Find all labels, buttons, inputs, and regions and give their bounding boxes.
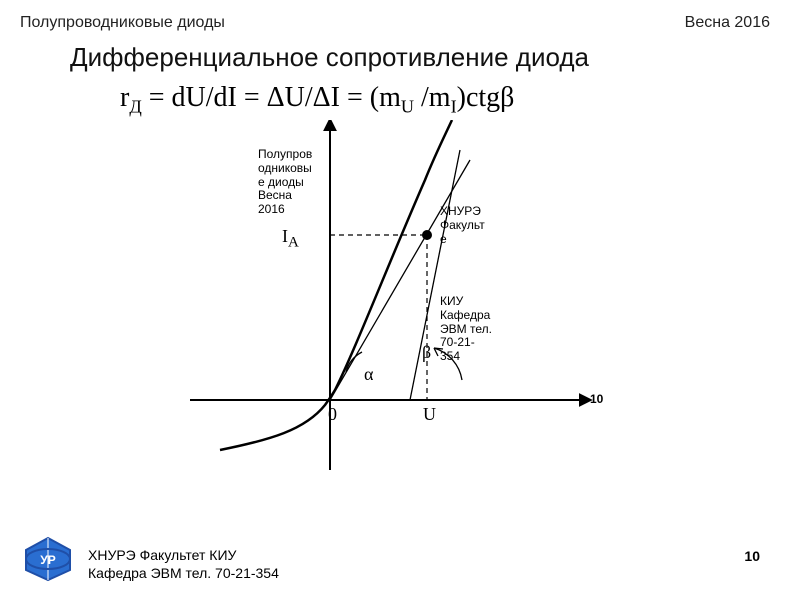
diode-iv-diagram: 0 U α β IA Полупроводниковые диоды Весна…: [190, 120, 610, 470]
svg-text:УР: УР: [40, 553, 55, 567]
page-title: Дифференциальное сопротивление диода: [70, 42, 589, 73]
org-logo: УР: [20, 536, 76, 582]
i-axis-label: IA: [282, 226, 299, 252]
beta-label: β: [422, 342, 431, 362]
watermark-topleft: Полупроводниковые диоды Весна 2016: [258, 148, 318, 217]
operating-point: [422, 230, 432, 240]
formula-r-sub: Д: [129, 97, 141, 117]
alpha-label: α: [364, 364, 374, 384]
tangent-alpha-line: [330, 160, 470, 400]
origin-label: 0: [328, 404, 337, 424]
footer: ХНУРЭ Факультет КИУ Кафедра ЭВМ тел. 70-…: [88, 546, 279, 582]
i-axis-sub: A: [288, 235, 299, 251]
u-axis-label: U: [423, 404, 436, 424]
footer-line-2: Кафедра ЭВМ тел. 70-21-354: [88, 564, 279, 582]
header-right: Весна 2016: [685, 14, 770, 32]
watermark-right-2: КИУ Кафедра ЭВМ тел. 70-21-354: [440, 295, 492, 364]
formula: rД = dU/dI = ΔU/ΔI = (mU /mI)ctgβ: [120, 82, 514, 118]
header-left: Полупроводниковые диоды: [20, 14, 225, 32]
diagram-svg: 0 U α β: [190, 120, 610, 470]
slide: Полупроводниковые диоды Весна 2016 Диффе…: [0, 0, 800, 600]
formula-mu-sub: U: [401, 97, 414, 117]
chart-side-number: 10: [590, 392, 603, 406]
formula-mi-sub: I: [451, 97, 457, 117]
footer-line-1: ХНУРЭ Факультет КИУ: [88, 546, 279, 564]
page-number: 10: [744, 548, 760, 564]
logo-svg: УР: [20, 536, 76, 582]
watermark-right-1: ХНУРЭ Факульте: [440, 205, 488, 246]
